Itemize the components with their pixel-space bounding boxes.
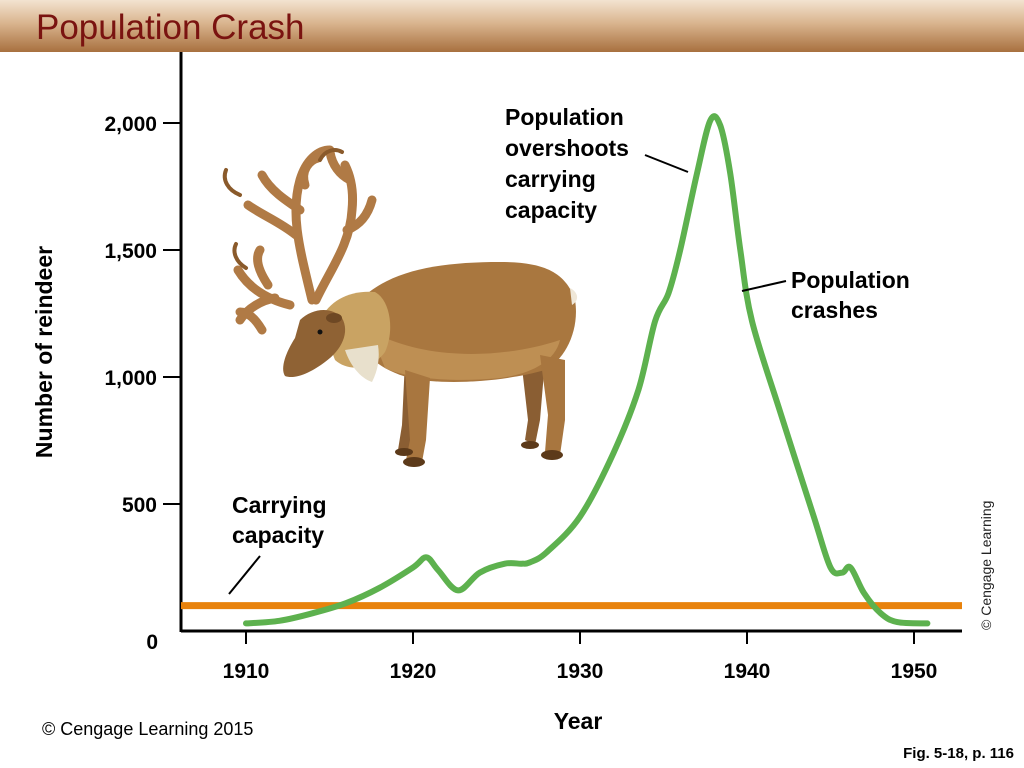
x-axis-title: Year: [554, 708, 603, 734]
x-tick-label: 1950: [891, 660, 938, 683]
annotation-line: capacity: [232, 522, 324, 548]
annotation-line: crashes: [791, 297, 878, 323]
slide-title: Population Crash: [36, 8, 305, 47]
annotation-line: Carrying: [232, 492, 327, 518]
x-tick-label: 1910: [223, 660, 270, 683]
x-tick-label: 1940: [724, 660, 771, 683]
y-axis-title: Number of reindeer: [31, 246, 57, 458]
annotation-overshoot: Population overshoots carrying capacity: [505, 104, 689, 223]
annotation-line: Population: [791, 267, 910, 293]
side-credit: © Cengage Learning: [978, 500, 994, 630]
title-bar: Population Crash: [0, 0, 1024, 52]
annotation-carrying-capacity: Carrying capacity: [228, 492, 327, 595]
reindeer-icon: [222, 145, 578, 467]
x-tick-label: 1920: [390, 660, 437, 683]
annotation-line: capacity: [505, 197, 597, 223]
annotation-line: Population: [505, 104, 624, 130]
annotation-line: carrying: [505, 166, 596, 192]
y-tick-label: 1,000: [104, 367, 157, 390]
annotation-line: overshoots: [505, 135, 629, 161]
annotation-leader: [741, 280, 787, 292]
copyright-notice: © Cengage Learning 2015: [42, 719, 254, 739]
y-tick-label: 0: [146, 631, 158, 654]
annotation-crash: Population crashes: [741, 267, 910, 323]
population-line: [243, 113, 931, 627]
x-tick-label: 1930: [557, 660, 604, 683]
annotation-leader: [228, 555, 261, 595]
annotation-leader: [644, 154, 689, 173]
y-tick-label: 2,000: [104, 113, 157, 136]
figure-reference: Fig. 5-18, p. 116: [903, 745, 1014, 762]
y-tick-label: 500: [122, 494, 157, 517]
y-tick-label: 1,500: [104, 240, 157, 263]
